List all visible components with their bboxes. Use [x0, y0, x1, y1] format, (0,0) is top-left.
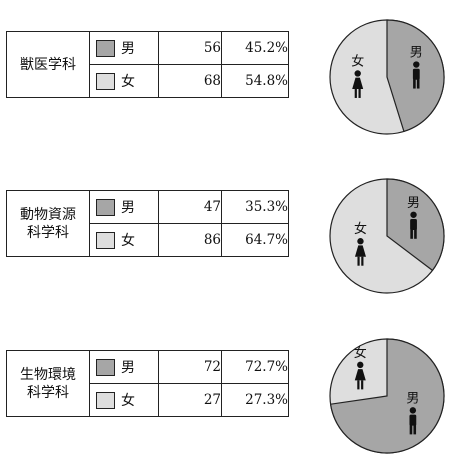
count-male: 47: [158, 190, 222, 224]
pie-label-male: 男: [407, 196, 420, 211]
percent-male: 35.3%: [221, 190, 289, 224]
department-label-line2: 科学科: [27, 224, 69, 241]
gender-cell-male: 男: [89, 31, 159, 65]
pie-chart: 男女: [329, 19, 445, 135]
pie-label-male: 男: [410, 46, 423, 61]
gender-label-male: 男: [121, 41, 135, 57]
man-figure-icon: [412, 61, 420, 89]
department-name: 獣医学科: [6, 31, 90, 98]
department-name: 生物環境 科学科: [6, 350, 90, 417]
woman-figure-icon: [354, 238, 366, 266]
gender-label-male: 男: [121, 200, 135, 216]
man-figure-icon: [410, 211, 417, 239]
gender-label-female: 女: [121, 393, 135, 409]
count-female: 27: [158, 383, 222, 417]
female-swatch: [96, 391, 115, 409]
percent-female: 54.8%: [221, 64, 289, 98]
gender-cell-female: 女: [89, 383, 159, 417]
woman-figure-icon: [354, 361, 366, 390]
pie-chart: 男女: [329, 178, 445, 294]
percent-male: 72.7%: [221, 350, 289, 384]
gender-cell-female: 女: [89, 223, 159, 257]
gender-cell-female: 女: [89, 64, 159, 98]
gender-label-female: 女: [121, 74, 135, 90]
male-swatch: [96, 39, 115, 57]
man-figure-icon: [409, 407, 417, 435]
department-label-line2: 科学科: [27, 384, 69, 401]
gender-cell-male: 男: [89, 190, 159, 224]
pie-label-male: 男: [406, 391, 419, 406]
male-swatch: [96, 198, 115, 216]
gender-cell-male: 男: [89, 350, 159, 384]
percent-male: 45.2%: [221, 31, 289, 65]
gender-label-female: 女: [121, 233, 135, 249]
count-male: 56: [158, 31, 222, 65]
stats-table: 動物資源 科学科 男 47 35.3% 女 86 64.7%: [6, 190, 289, 257]
count-female: 68: [158, 64, 222, 98]
pie-label-female: 女: [354, 221, 367, 237]
stats-block-biological-environment: 生物環境 科学科 男 72 72.7% 女 27 27.3% 男女: [0, 337, 454, 455]
stats-table: 獣医学科 男 56 45.2% 女 68 54.8%: [6, 31, 289, 98]
pie-label-female: 女: [354, 345, 367, 361]
percent-female: 27.3%: [221, 383, 289, 417]
pie-label-female: 女: [351, 54, 364, 70]
department-name: 動物資源 科学科: [6, 190, 90, 257]
count-male: 72: [158, 350, 222, 384]
department-label: 獣医学科: [20, 56, 76, 73]
pie-chart: 男女: [329, 338, 445, 454]
stats-block-animal-resources: 動物資源 科学科 男 47 35.3% 女 86 64.7% 男女: [0, 177, 454, 295]
stats-table: 生物環境 科学科 男 72 72.7% 女 27 27.3%: [6, 350, 289, 417]
male-swatch: [96, 358, 115, 376]
department-label-line1: 生物環境: [20, 366, 76, 383]
percent-female: 64.7%: [221, 223, 289, 257]
woman-figure-icon: [352, 70, 364, 98]
female-swatch: [96, 231, 115, 249]
stats-block-veterinary: 獣医学科 男 56 45.2% 女 68 54.8% 男女: [0, 18, 454, 136]
count-female: 86: [158, 223, 222, 257]
gender-label-male: 男: [121, 360, 135, 376]
department-label-line1: 動物資源: [20, 206, 76, 223]
female-swatch: [96, 72, 115, 90]
